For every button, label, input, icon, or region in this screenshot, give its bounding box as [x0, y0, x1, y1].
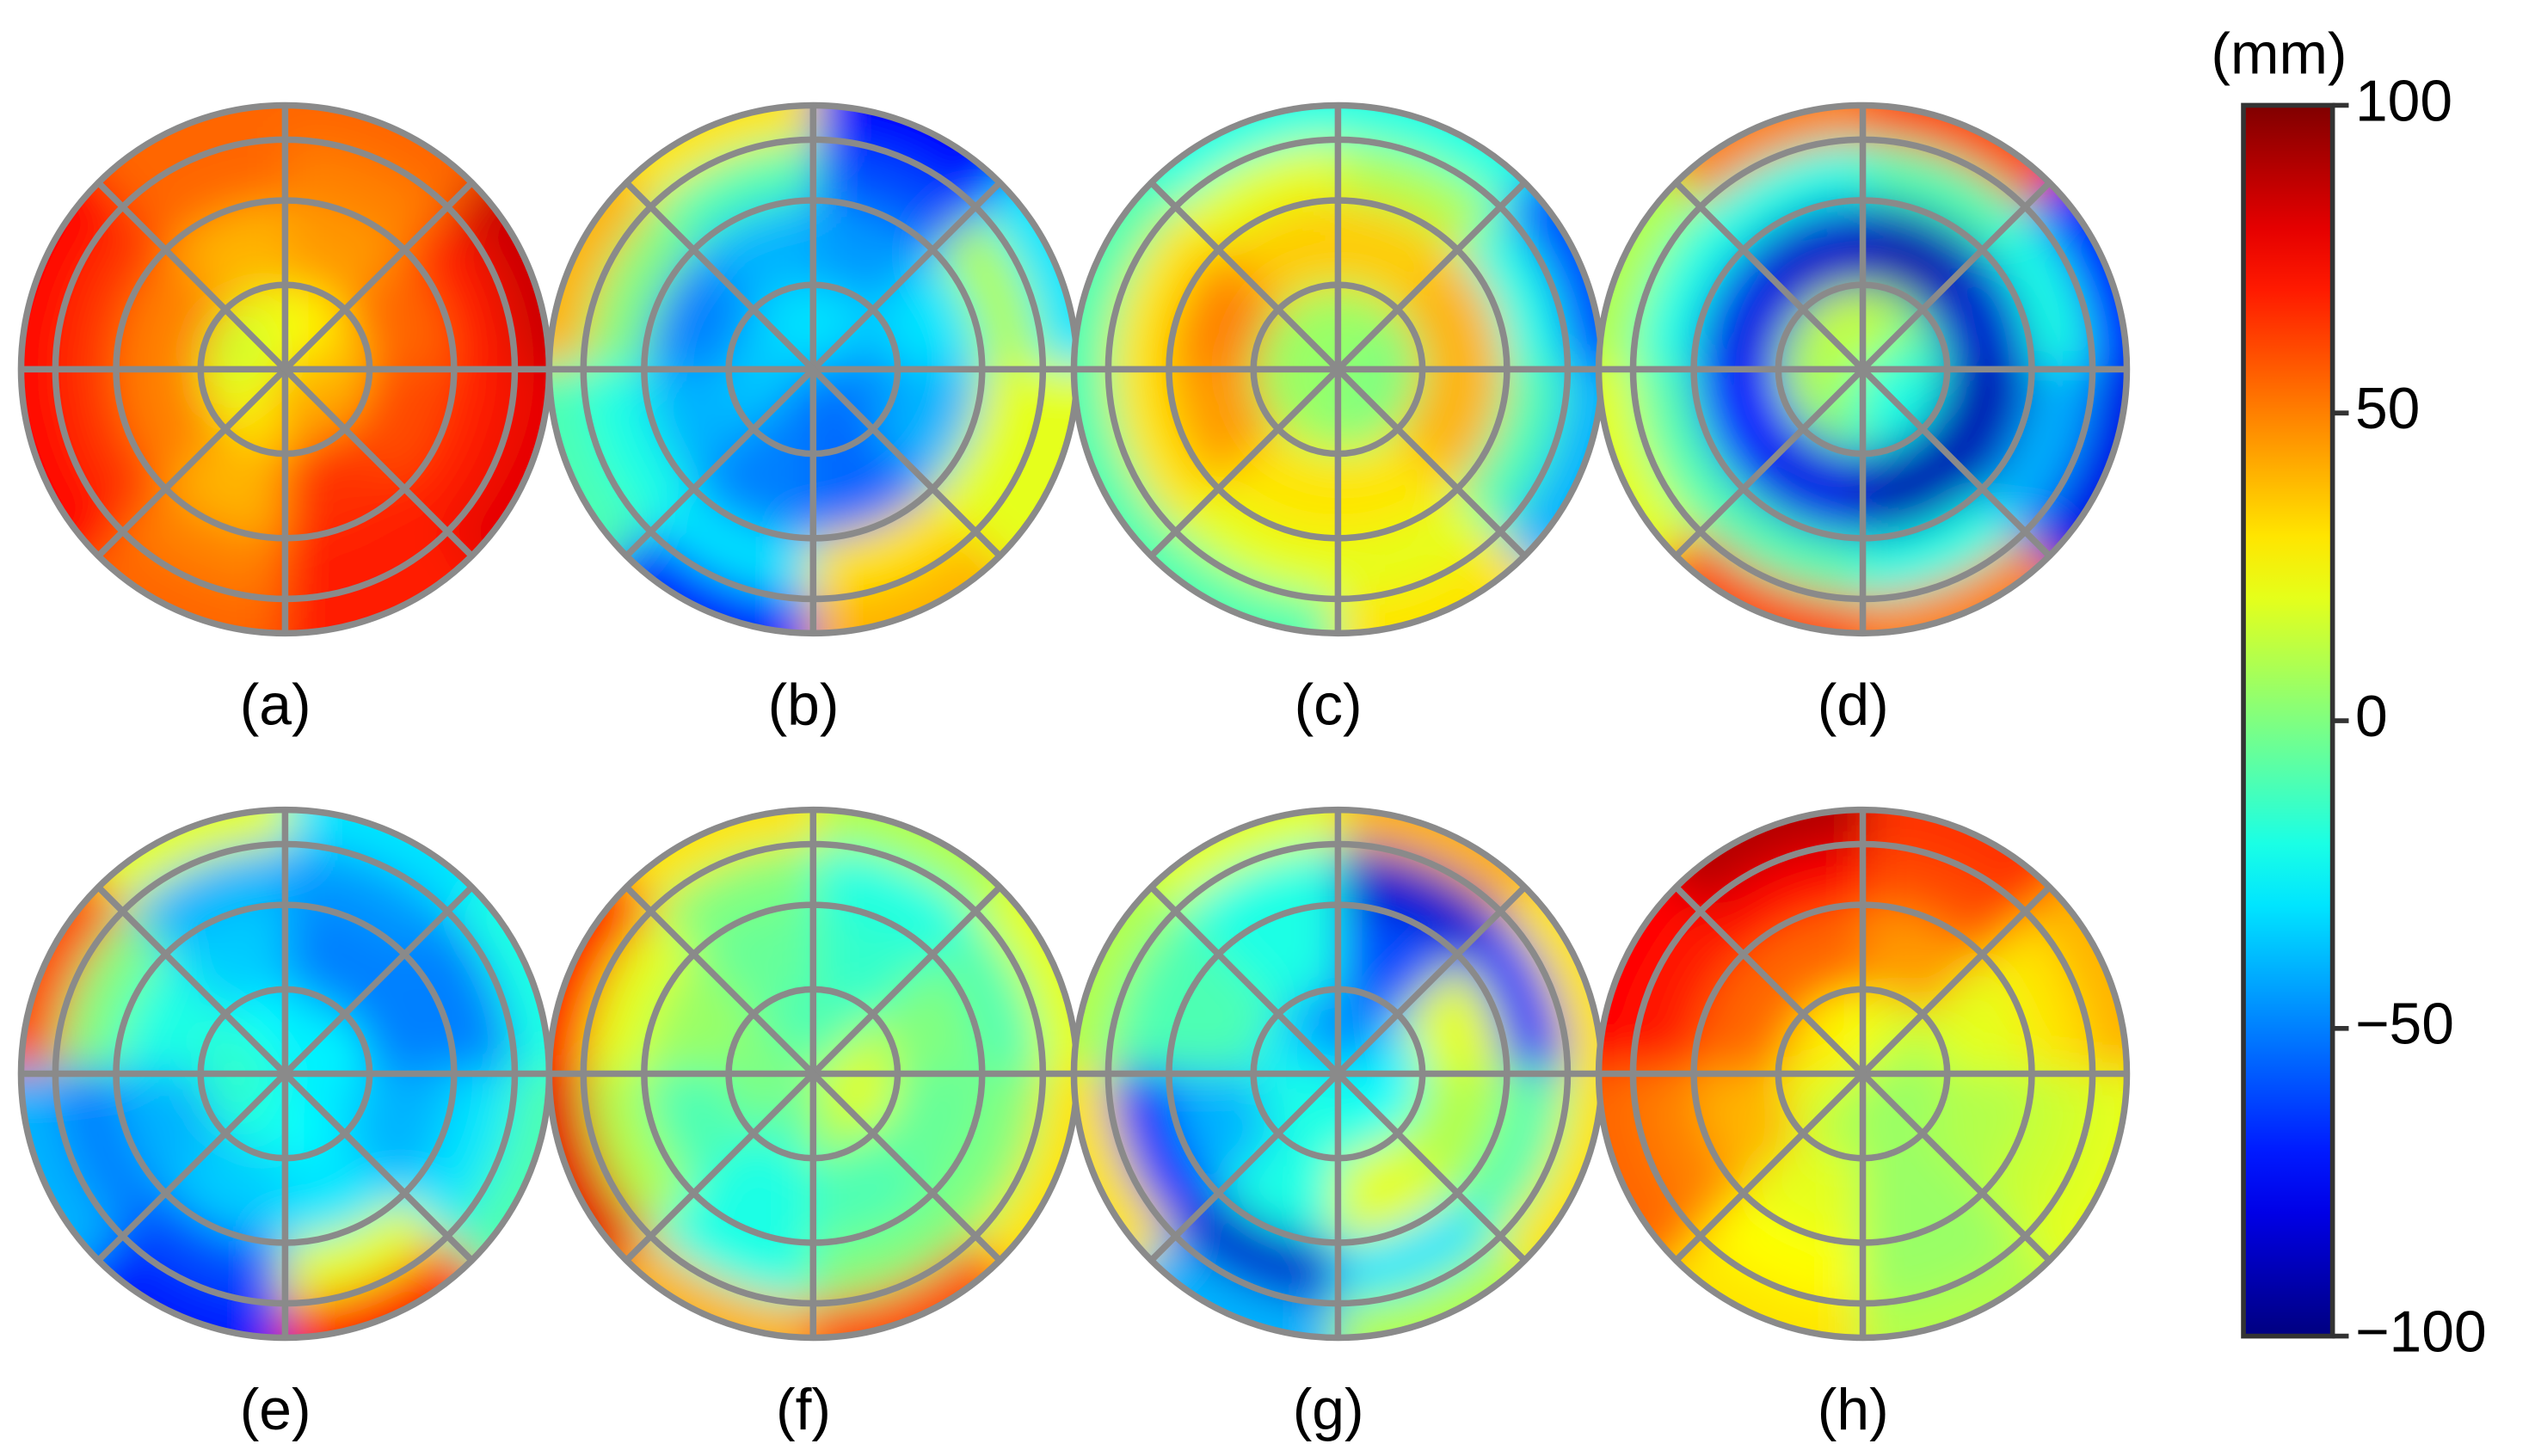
polar-grid: [1595, 101, 2131, 637]
grid-spoke: [1148, 180, 1528, 559]
polar-grid: [545, 806, 1081, 1342]
panel-label: (c): [1295, 673, 1363, 738]
grid-spoke: [1148, 884, 1528, 1263]
panel-label: (b): [768, 673, 840, 738]
polar-grid: [545, 101, 1081, 637]
colorbar-tick-label: 0: [2355, 685, 2388, 749]
panel-label: (e): [240, 1378, 311, 1442]
panel-label: (g): [1293, 1378, 1364, 1442]
panel-label: (h): [1818, 1378, 1889, 1442]
grid-spoke: [95, 180, 475, 559]
polar-grid: [17, 101, 553, 637]
grid-spoke: [95, 884, 475, 1263]
grid-spoke: [1673, 180, 2052, 559]
colorbar-label: (mm): [2211, 22, 2347, 87]
colorbar-tick-label: 100: [2355, 69, 2452, 133]
polar-grid: [1070, 806, 1606, 1342]
panel-label: (d): [1818, 673, 1889, 738]
polar-grid: [1595, 806, 2131, 1342]
colorbar-tick-label: −50: [2355, 992, 2454, 1057]
colorbar: [2241, 102, 2335, 1339]
grid-spoke: [624, 884, 1003, 1263]
panel-label: (f): [776, 1378, 831, 1442]
polar-grid: [17, 806, 553, 1342]
colorbar-tick-label: −100: [2355, 1299, 2487, 1364]
colorbar-tick-label: 50: [2355, 377, 2420, 441]
grid-spoke: [624, 180, 1003, 559]
grid-spoke: [1673, 884, 2052, 1263]
panel-label: (a): [240, 673, 311, 738]
polar-grid: [1070, 101, 1606, 637]
